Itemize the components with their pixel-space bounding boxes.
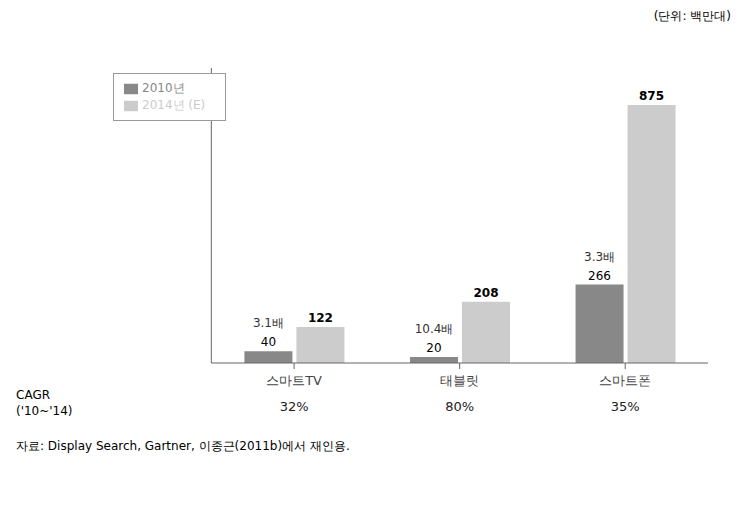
svg-text:3.1배: 3.1배 (253, 316, 284, 330)
svg-text:10.4배: 10.4배 (415, 322, 454, 336)
svg-text:35%: 35% (611, 399, 640, 414)
svg-text:태블릿: 태블릿 (440, 373, 479, 388)
svg-text:20: 20 (426, 341, 441, 355)
svg-text:40: 40 (261, 335, 276, 349)
svg-text:122: 122 (308, 311, 333, 325)
svg-text:스마트TV: 스마트TV (266, 373, 322, 388)
svg-text:875: 875 (639, 89, 664, 103)
html-text:('10~'14): ('10~'14) (16, 404, 73, 418)
svg-text:32%: 32% (280, 399, 309, 414)
html-text:(단위: 백만대): (단위: 백만대) (653, 9, 731, 23)
html-text:2014년 (E): 2014년 (E) (142, 98, 206, 112)
svg-text:266: 266 (588, 269, 611, 283)
html-text:2010년: 2010년 (142, 81, 185, 95)
html-text:자료: Display Search, Gartner, 이: 자료: Display Search, Gartner, 이종근(2011b)에… (16, 439, 350, 453)
svg-text:3.3배: 3.3배 (584, 250, 615, 264)
svg-text:208: 208 (473, 286, 498, 300)
html-text:CAGR: CAGR (16, 388, 50, 402)
svg-text:스마트폰: 스마트폰 (599, 373, 651, 388)
svg-text:80%: 80% (445, 399, 474, 414)
